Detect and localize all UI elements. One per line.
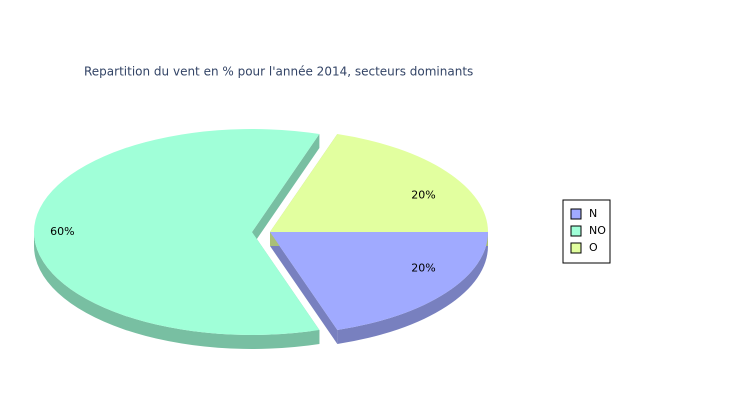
slice [270, 232, 488, 330]
slice-rim [337, 232, 488, 344]
legend-swatch [570, 208, 582, 220]
chart-title: Repartition du vent en % pour l'année 20… [84, 65, 473, 79]
slice [33, 129, 320, 336]
legend-label: O [589, 241, 598, 254]
legend-swatch [570, 242, 582, 254]
slice-side [252, 134, 320, 246]
data-label: 20% [411, 189, 435, 202]
slice [270, 134, 488, 232]
data-label: 20% [411, 261, 435, 274]
slice-rim [34, 232, 320, 349]
data-label: 60% [50, 225, 74, 238]
legend-swatch [570, 225, 582, 237]
legend-label: N [589, 207, 597, 220]
slice-side [270, 232, 338, 344]
legend-label: NO [589, 224, 606, 237]
